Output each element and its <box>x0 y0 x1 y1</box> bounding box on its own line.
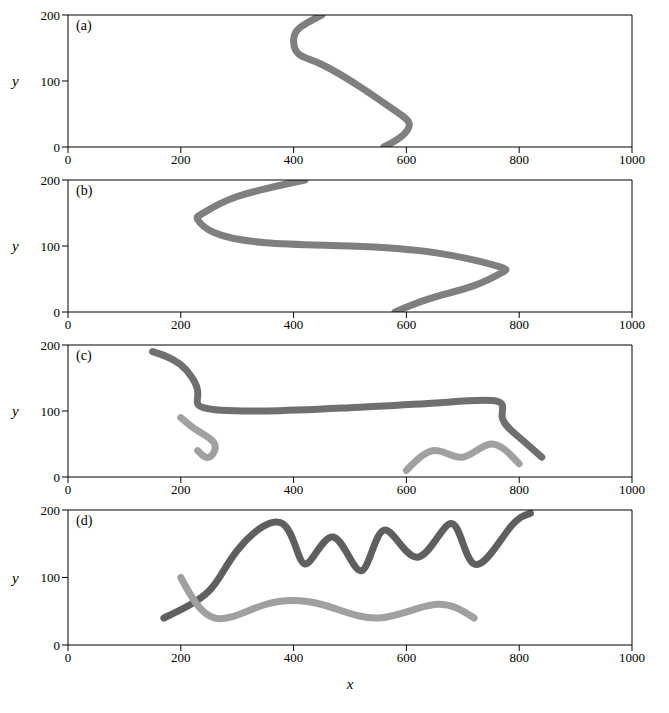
svg-text:0: 0 <box>54 638 61 653</box>
svg-text:600: 600 <box>397 482 417 497</box>
svg-text:200: 200 <box>41 173 61 188</box>
svg-text:0: 0 <box>54 140 61 155</box>
svg-text:200: 200 <box>171 650 191 665</box>
svg-text:1000: 1000 <box>619 152 645 167</box>
svg-text:800: 800 <box>509 650 529 665</box>
html-text:(d): (d) <box>76 513 93 528</box>
html-text:(c): (c) <box>76 348 92 363</box>
html-text:(a): (a) <box>76 18 92 33</box>
svg-text:100: 100 <box>41 570 61 585</box>
svg-text:y: y <box>10 238 19 254</box>
svg-text:200: 200 <box>171 152 191 167</box>
svg-text:1000: 1000 <box>619 317 645 332</box>
svg-text:600: 600 <box>397 650 417 665</box>
svg-text:400: 400 <box>284 650 304 665</box>
svg-text:x: x <box>346 676 354 692</box>
svg-text:200: 200 <box>41 503 61 518</box>
svg-text:100: 100 <box>41 239 61 254</box>
svg-text:600: 600 <box>397 152 417 167</box>
svg-text:100: 100 <box>41 74 61 89</box>
svg-text:y: y <box>10 403 19 419</box>
svg-text:y: y <box>10 73 19 89</box>
svg-text:0: 0 <box>54 305 61 320</box>
svg-text:400: 400 <box>284 152 304 167</box>
svg-text:400: 400 <box>284 482 304 497</box>
svg-text:800: 800 <box>509 482 529 497</box>
svg-text:100: 100 <box>41 404 61 419</box>
svg-text:1000: 1000 <box>619 482 645 497</box>
svg-text:1000: 1000 <box>619 650 645 665</box>
svg-text:0: 0 <box>65 317 72 332</box>
html-text:(b): (b) <box>76 183 93 198</box>
svg-text:200: 200 <box>171 317 191 332</box>
svg-text:400: 400 <box>284 317 304 332</box>
svg-text:0: 0 <box>65 152 72 167</box>
svg-text:200: 200 <box>171 482 191 497</box>
svg-text:y: y <box>10 570 19 586</box>
svg-text:800: 800 <box>509 152 529 167</box>
svg-text:200: 200 <box>41 338 61 353</box>
svg-text:0: 0 <box>54 470 61 485</box>
svg-text:600: 600 <box>397 317 417 332</box>
svg-text:0: 0 <box>65 650 72 665</box>
svg-text:800: 800 <box>509 317 529 332</box>
svg-text:0: 0 <box>65 482 72 497</box>
svg-text:200: 200 <box>41 8 61 23</box>
